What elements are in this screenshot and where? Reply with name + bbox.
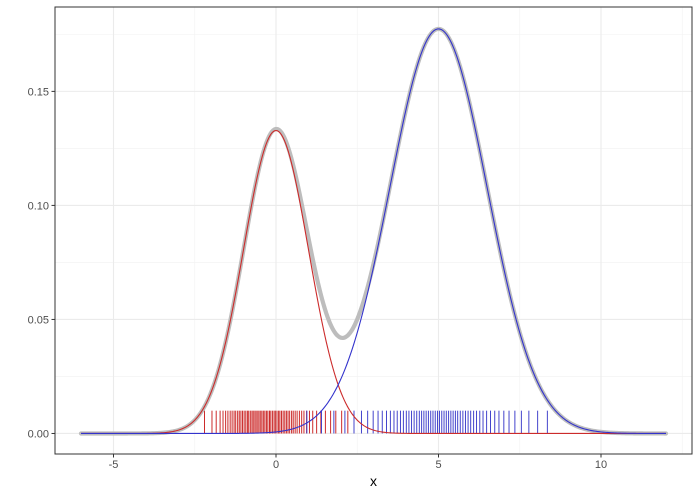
y-tick-label: 0.10 [28,200,49,212]
x-tick-label: 5 [435,459,441,471]
x-axis-title: x [370,473,377,489]
density-curves [78,26,669,436]
x-tick-label: 0 [273,459,279,471]
x-tick-label: -5 [109,459,119,471]
y-tick-label: 0.05 [28,314,49,326]
blue-component-density-curve [81,28,666,435]
x-tick-label: 10 [595,459,607,471]
y-axis: 0.00 0.05 0.10 0.15 [28,86,55,440]
y-tick-label: 0.00 [28,428,49,440]
x-axis: -5 0 5 10 [109,454,607,471]
plot-panel-background [55,7,692,454]
plot-panel-border [54,6,693,455]
y-tick-label: 0.15 [28,86,49,98]
red-component-density-curve [81,129,666,435]
